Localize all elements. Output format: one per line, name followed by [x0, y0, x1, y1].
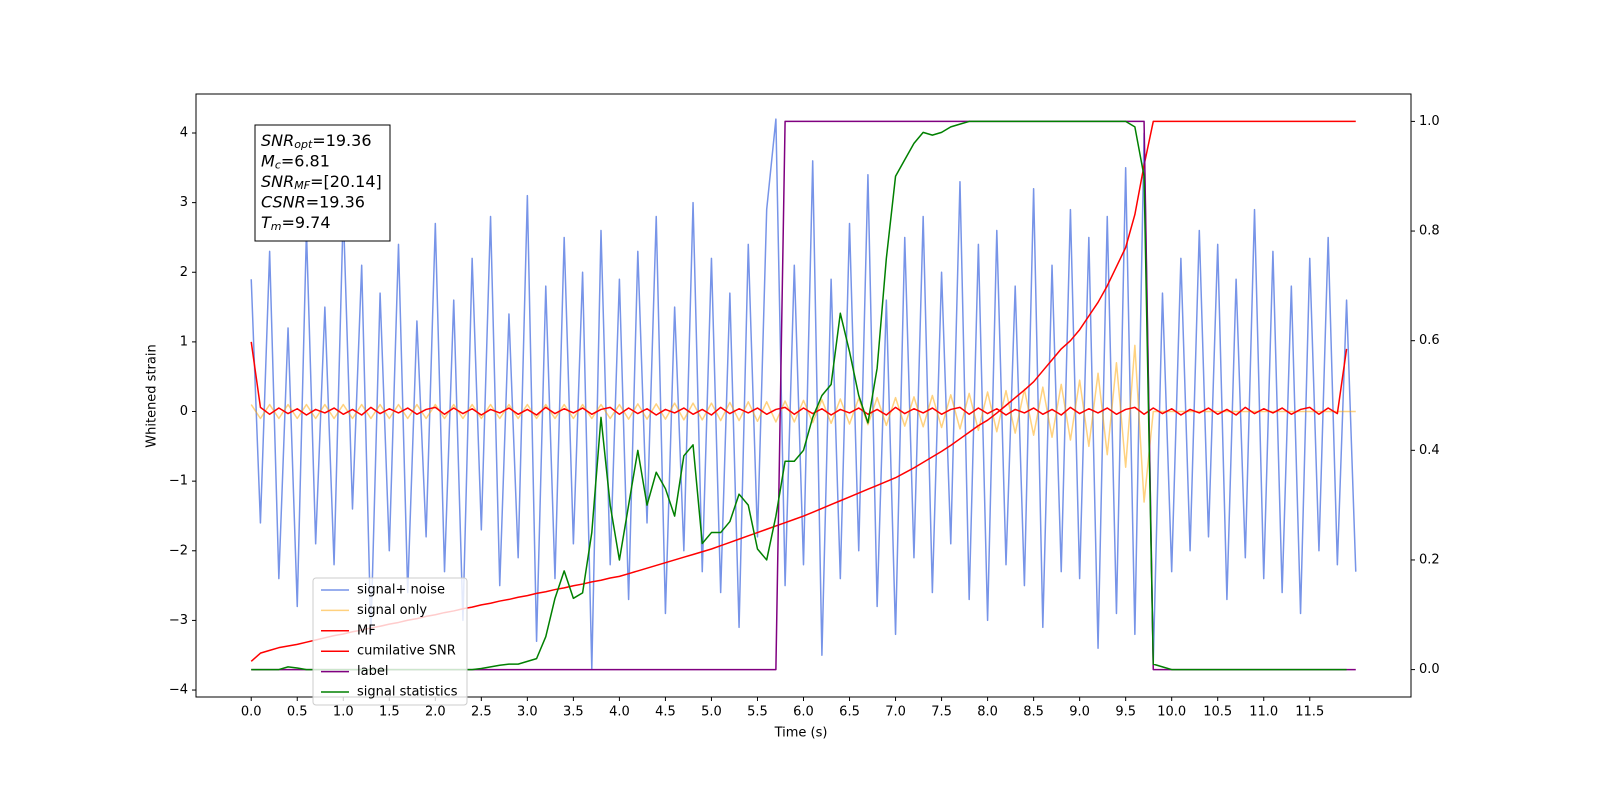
- legend-box: [312, 577, 468, 706]
- x-tick-label: 3.5: [563, 705, 584, 720]
- y-tick-label: 0: [180, 404, 188, 419]
- x-tick-label: 7.5: [931, 705, 952, 720]
- annotation: Tm=9.74: [261, 213, 331, 234]
- annotation-name: M: [261, 151, 275, 170]
- legend-label: label: [357, 664, 388, 679]
- x-tick-label: 5.0: [701, 705, 722, 720]
- series-line: [250, 344, 1356, 503]
- x-tick-label: 6.0: [793, 705, 814, 720]
- annotation-sub: opt: [294, 138, 313, 151]
- x-tick-label: 8.5: [1023, 705, 1044, 720]
- x-tick-label: 10.0: [1157, 705, 1186, 720]
- annotation-name: SNR: [261, 131, 294, 150]
- x-tick-label: 0.5: [287, 705, 308, 720]
- series-line: [250, 118, 1357, 670]
- annotation-name: T: [261, 213, 272, 232]
- y2-tick-label: 0.0: [1419, 662, 1440, 677]
- y-tick-label: 4: [180, 125, 188, 140]
- y-axis-label: Whitened strain: [145, 344, 160, 447]
- annotation-text: =19.36: [306, 192, 365, 211]
- annotation: SNRopt=19.36: [261, 131, 372, 152]
- x-tick-label: 1.0: [333, 705, 354, 720]
- y2-tick-label: 0.6: [1419, 333, 1440, 348]
- annotation: Mc=6.81: [261, 151, 330, 172]
- x-tick-label: 3.0: [517, 705, 538, 720]
- y-tick-label: −1: [169, 474, 188, 489]
- annotation-text: =[20.14]: [310, 172, 382, 191]
- legend-label: cumilative SNR: [357, 644, 456, 659]
- x-tick-label: 0.0: [241, 705, 262, 720]
- y-tick-label: 3: [180, 195, 188, 210]
- y-tick-label: 1: [180, 334, 188, 349]
- annotation: CSNR=19.36: [261, 192, 365, 211]
- x-tick-label: 4.5: [655, 705, 676, 720]
- annotation: SNRMF=[20.14]: [261, 172, 382, 193]
- legend-label: signal statistics: [357, 685, 458, 700]
- x-tick-label: 11.5: [1295, 705, 1324, 720]
- annotation-name: CSNR: [261, 192, 306, 211]
- y2-tick-label: 0.8: [1419, 224, 1440, 239]
- x-tick-label: 4.0: [609, 705, 630, 720]
- x-tick-label: 10.5: [1203, 705, 1232, 720]
- y2-tick-label: 0.2: [1419, 552, 1440, 567]
- annotation-sub: c: [275, 159, 281, 172]
- x-tick-label: 5.5: [747, 705, 768, 720]
- x-tick-label: 11.0: [1249, 705, 1278, 720]
- y-tick-label: −4: [169, 683, 188, 698]
- legend-label: MF: [357, 623, 376, 638]
- x-tick-label: 1.5: [379, 705, 400, 720]
- annotation-text: =19.36: [312, 131, 371, 150]
- y-tick-label: −3: [169, 613, 188, 628]
- y-tick-label: −2: [169, 543, 188, 558]
- series-line: [250, 341, 1348, 416]
- x-axis-label: Time (s): [774, 726, 828, 741]
- x-tick-label: 7.0: [885, 705, 906, 720]
- legend-label: signal+ noise: [357, 583, 445, 598]
- x-tick-label: 2.5: [471, 705, 492, 720]
- annotation-text: =9.74: [282, 213, 331, 232]
- annotation-sub: MF: [294, 179, 310, 192]
- annotation-name: SNR: [261, 172, 294, 191]
- x-tick-label: 8.0: [977, 705, 998, 720]
- y2-tick-label: 1.0: [1419, 114, 1440, 129]
- annotation-text: =6.81: [281, 151, 330, 170]
- legend-label: signal only: [357, 603, 427, 618]
- x-tick-label: 6.5: [839, 705, 860, 720]
- annotation-sub: m: [271, 220, 282, 233]
- y2-tick-label: 0.4: [1419, 443, 1440, 458]
- x-tick-label: 9.5: [1115, 705, 1136, 720]
- x-tick-label: 9.0: [1069, 705, 1090, 720]
- annotation-box: [254, 124, 391, 242]
- y-tick-label: 2: [180, 265, 188, 280]
- x-tick-label: 2.0: [425, 705, 446, 720]
